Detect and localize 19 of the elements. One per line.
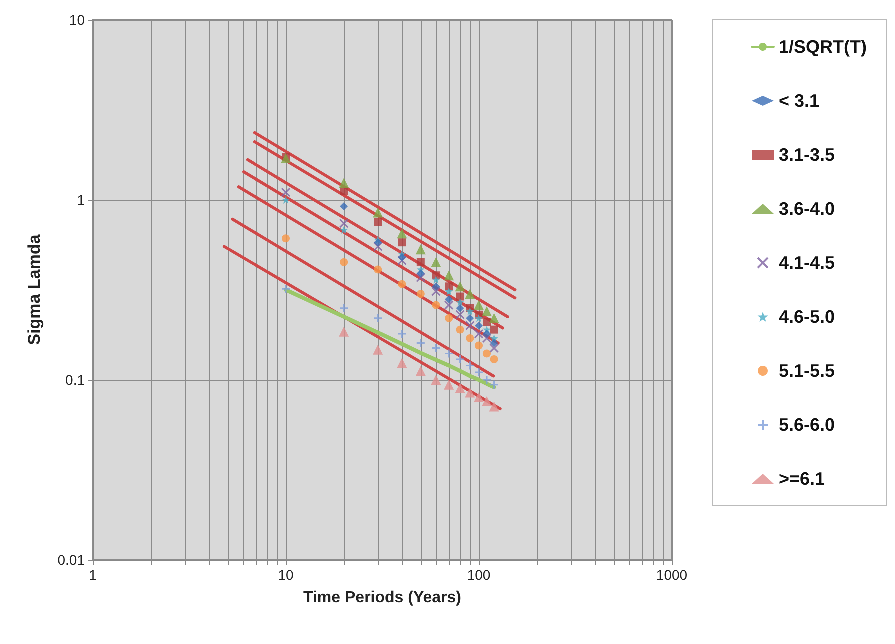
y-axis-title: Sigma Lamda [25,234,44,346]
legend-label: 4.6-5.0 [779,307,836,327]
y-tick-label: 10 [69,12,86,28]
y-tick-label: 0.1 [66,372,86,388]
legend-label: 4.1-4.5 [779,253,836,273]
legend-label: 3.6-4.0 [779,199,836,219]
x-tick-label: 10 [278,567,294,583]
x-tick-label: 100 [467,567,491,583]
legend-label: 1/SQRT(T) [779,37,868,57]
legend-label: 5.1-5.5 [779,361,836,381]
x-tick-label: 1 [89,567,98,583]
legend-label: < 3.1 [779,91,820,111]
legend-label: 3.1-3.5 [779,145,836,165]
y-tick-label: 1 [77,192,86,208]
x-tick-label: 1000 [656,567,688,583]
legend-label: >=6.1 [779,469,826,489]
legend-label: 5.6-6.0 [779,415,836,435]
x-axis-title: Time Periods (Years) [304,590,462,606]
y-tick-label: 0.01 [58,552,86,568]
